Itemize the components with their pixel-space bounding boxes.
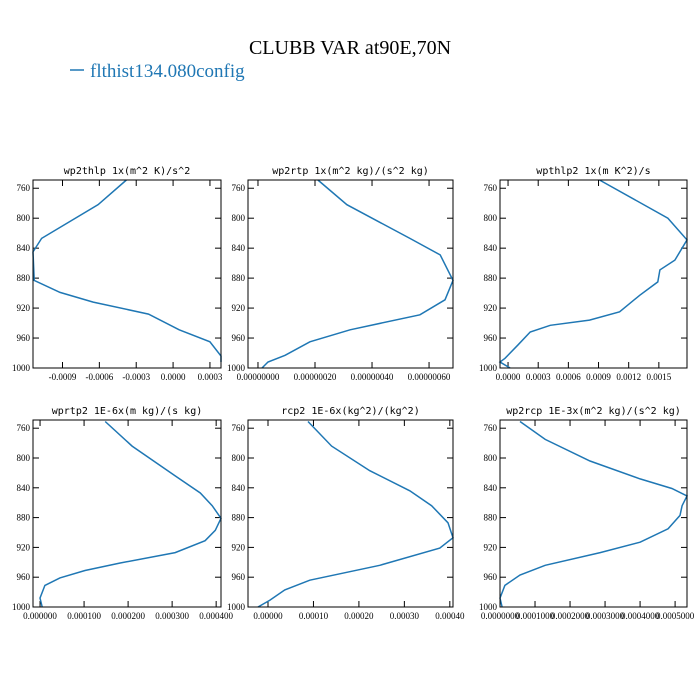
y-tick-label: 800 [17, 213, 31, 223]
profile-line [499, 420, 689, 608]
y-tick-label: 920 [232, 303, 246, 313]
y-tick-label: 960 [17, 333, 31, 343]
y-tick-label: 920 [17, 542, 31, 552]
y-tick-label: 840 [232, 243, 246, 253]
plot-frame [247, 419, 454, 608]
x-tick-label: 0.0000 [496, 372, 521, 382]
panel-title: wpthlp2 1x(m K^2)/s [536, 166, 650, 177]
x-tick-label: -0.0006 [85, 372, 113, 382]
x-tick-label: 0.0006 [556, 372, 581, 382]
x-tick-label: 0.000200 [111, 611, 145, 621]
y-tick-label: 1000 [12, 363, 31, 373]
x-tick-label: 0.0000 [161, 372, 186, 382]
y-tick-label: 880 [232, 273, 246, 283]
x-tick-label: 0.00000000 [237, 372, 280, 382]
y-tick-label: 760 [17, 423, 31, 433]
y-tick-label: 760 [484, 423, 498, 433]
x-tick-label: 0.0002000 [551, 611, 590, 621]
x-tick-label: 0.0005000 [656, 611, 695, 621]
y-tick-label: 960 [232, 572, 246, 582]
y-tick-label: 760 [17, 183, 31, 193]
y-tick-label: 840 [484, 483, 498, 493]
x-tick-label: 0.00000 [253, 611, 283, 621]
panel-title: wp2rcp 1E-3x(m^2 kg)/(s^2 kg) [506, 406, 681, 417]
y-tick-label: 1000 [227, 602, 246, 612]
x-tick-label: 0.0001000 [516, 611, 555, 621]
y-tick-label: 920 [232, 542, 246, 552]
x-tick-label: 0.0003 [526, 372, 551, 382]
x-tick-label: 0.00000060 [408, 372, 451, 382]
x-tick-label: 0.00000020 [294, 372, 337, 382]
y-tick-label: 960 [484, 572, 498, 582]
x-tick-label: 0.000100 [67, 611, 101, 621]
x-tick-label: 0.0012 [616, 372, 641, 382]
x-tick-label: 0.00010 [299, 611, 329, 621]
profile-line [32, 179, 222, 362]
y-tick-label: 920 [484, 542, 498, 552]
y-tick-label: 840 [17, 483, 31, 493]
panel-title: wprtp2 1E-6x(m kg)/(s kg) [52, 406, 203, 417]
x-tick-label: 0.0015 [646, 372, 671, 382]
y-tick-label: 760 [232, 183, 246, 193]
legend-label: flthist134.080config [90, 61, 245, 82]
y-tick-label: 760 [232, 423, 246, 433]
x-tick-label: 0.00020 [344, 611, 374, 621]
x-tick-label: 0.00000040 [351, 372, 394, 382]
x-tick-label: 0.000400 [199, 611, 233, 621]
y-tick-label: 880 [232, 513, 246, 523]
x-tick-label: 0.0003000 [586, 611, 625, 621]
y-tick-label: 760 [484, 183, 498, 193]
y-tick-label: 840 [232, 483, 246, 493]
y-tick-label: 800 [232, 213, 246, 223]
y-tick-label: 960 [484, 333, 498, 343]
y-tick-label: 880 [484, 273, 498, 283]
plot-frame [32, 419, 222, 608]
y-tick-label: 880 [17, 273, 31, 283]
y-tick-label: 800 [232, 453, 246, 463]
x-tick-label: 0.000300 [155, 611, 189, 621]
profile-line [39, 420, 222, 608]
y-tick-label: 880 [484, 513, 498, 523]
panel-title: wp2thlp 1x(m^2 K)/s^2 [64, 166, 190, 177]
y-tick-label: 880 [17, 513, 31, 523]
x-tick-label: 0.00040 [435, 611, 465, 621]
profile-line [498, 179, 688, 369]
y-tick-label: 800 [17, 453, 31, 463]
x-tick-label: 0.00030 [390, 611, 420, 621]
y-tick-label: 1000 [479, 602, 498, 612]
panel-title: wp2rtp 1x(m^2 kg)/(s^2 kg) [272, 166, 429, 177]
y-tick-label: 920 [17, 303, 31, 313]
plot-frame [247, 179, 454, 369]
figure-title: CLUBB VAR at90E,70N [249, 37, 451, 59]
x-tick-label: 0.000000 [23, 611, 57, 621]
y-tick-label: 840 [17, 243, 31, 253]
y-tick-label: 1000 [479, 363, 498, 373]
y-tick-label: 960 [17, 572, 31, 582]
y-tick-label: 1000 [12, 602, 31, 612]
y-tick-label: 920 [484, 303, 498, 313]
x-tick-label: -0.0003 [122, 372, 150, 382]
profile-line [261, 179, 454, 369]
plot-frame [499, 419, 688, 608]
x-tick-label: 0.0003 [198, 372, 223, 382]
x-tick-label: 0.0009 [586, 372, 611, 382]
y-tick-label: 800 [484, 213, 498, 223]
x-tick-label: -0.0009 [49, 372, 77, 382]
y-tick-label: 840 [484, 243, 498, 253]
y-tick-label: 960 [232, 333, 246, 343]
plot-frame [499, 179, 688, 369]
panel-title: rcp2 1E-6x(kg^2)/(kg^2) [281, 406, 419, 417]
plot-frame [32, 179, 222, 369]
x-tick-label: 0.0004000 [621, 611, 660, 621]
x-tick-label: 0.0000000 [481, 611, 520, 621]
y-tick-label: 1000 [227, 363, 246, 373]
y-tick-label: 800 [484, 453, 498, 463]
